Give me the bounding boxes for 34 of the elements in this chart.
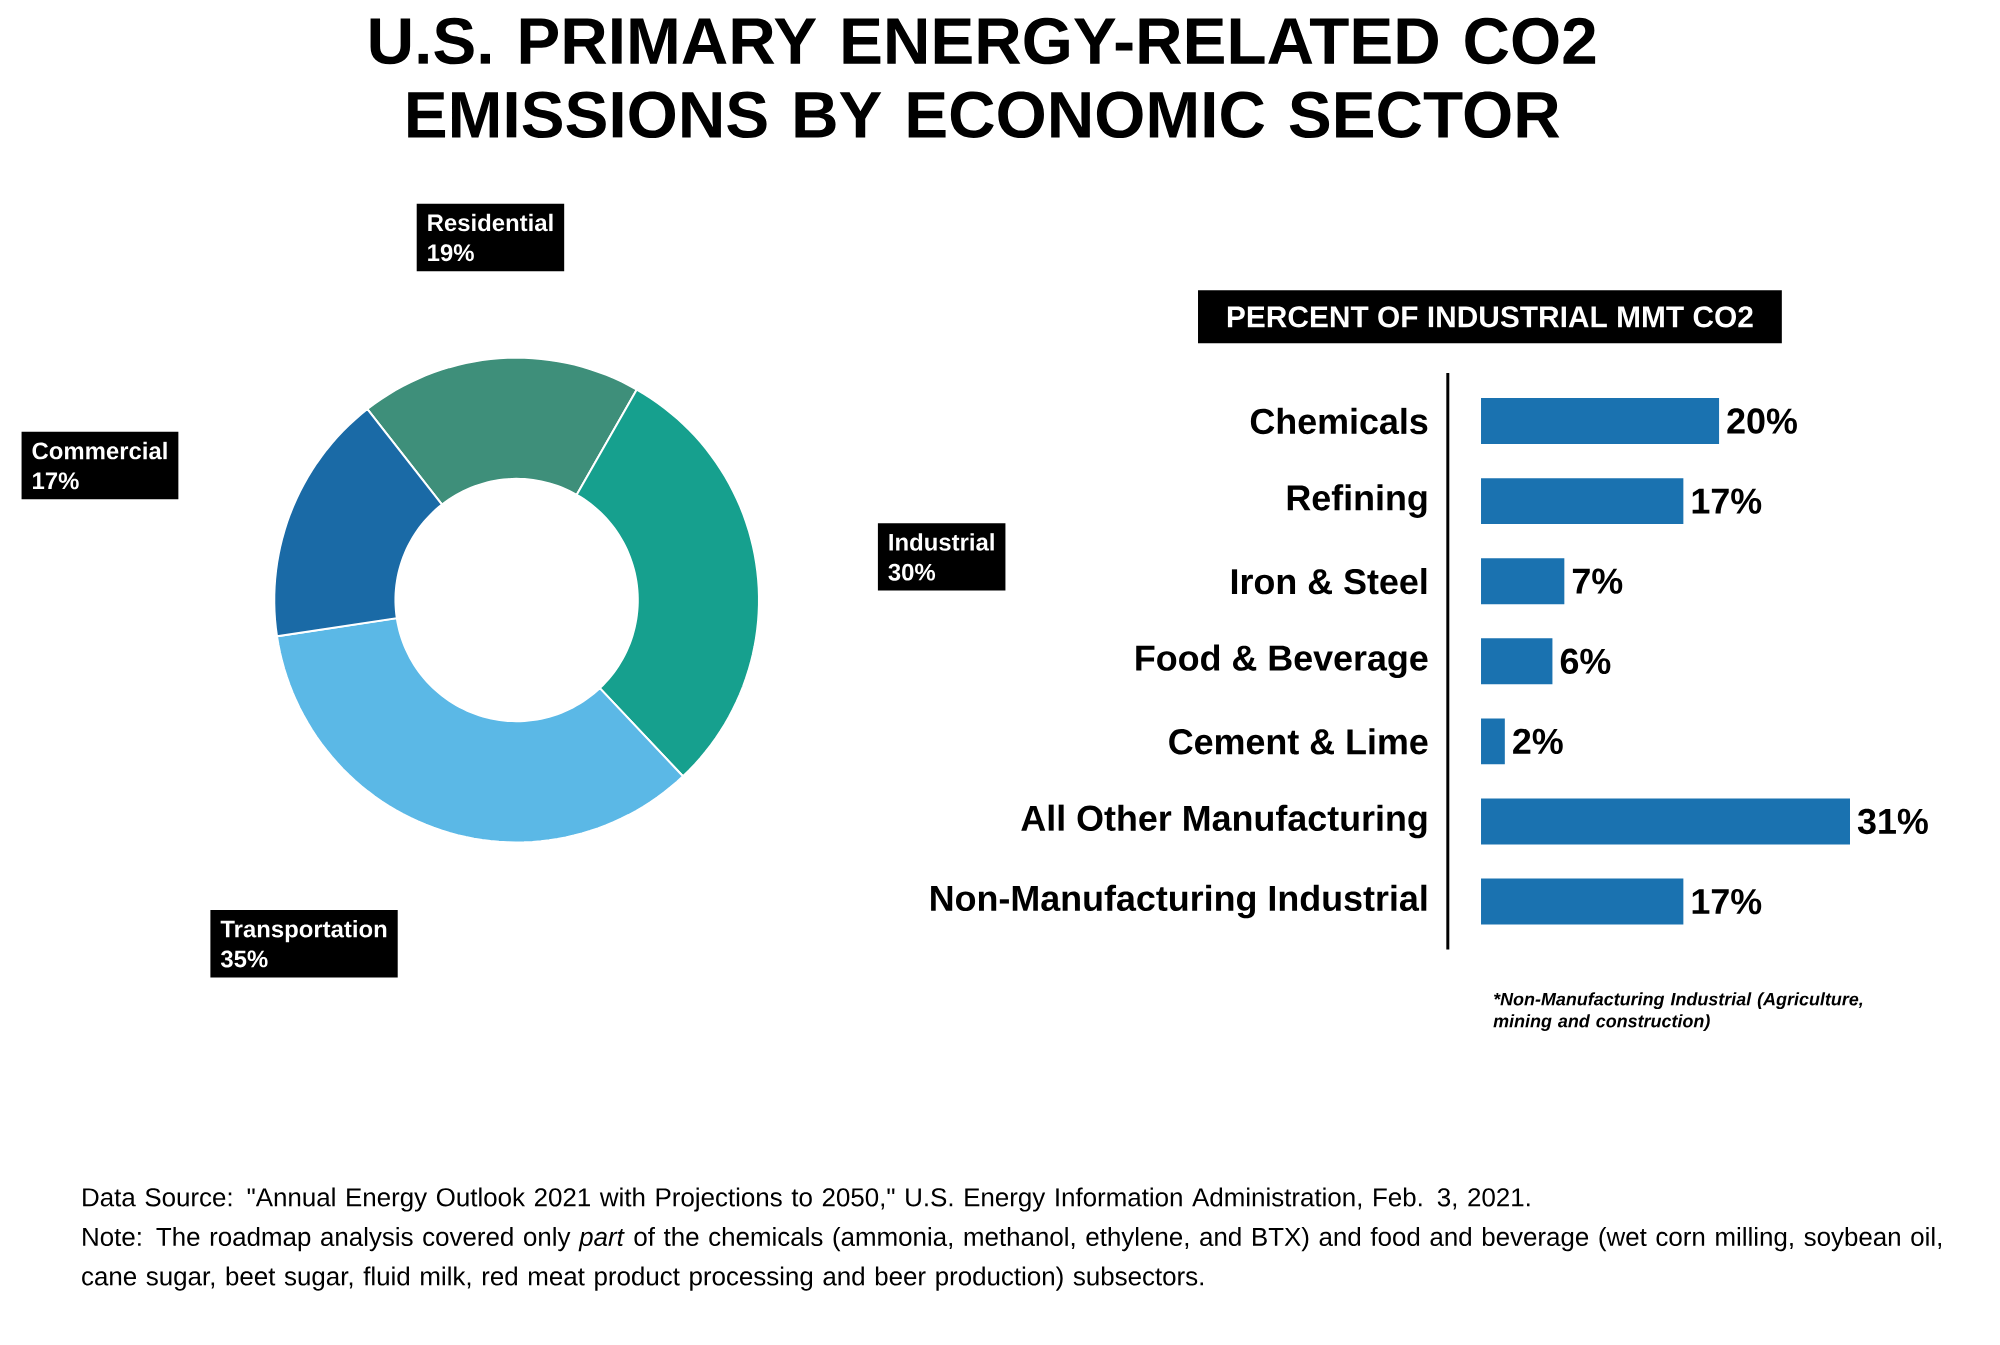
data-label: 17% xyxy=(1692,888,1762,915)
bar xyxy=(1481,558,1565,605)
bar xyxy=(1481,398,1720,444)
data-label: 35% xyxy=(220,950,268,968)
source-note: Data Source: "Annual Energy Outlook 2021 with Projections to 2050," U.S. Energy Information Administration, Feb. 3, 2021. xyxy=(83,1187,1530,1212)
slice-label: Industrial xyxy=(889,533,994,551)
slice-label: Residential xyxy=(428,213,553,232)
y-tick-label: All Other Manufacturing xyxy=(1021,804,1427,839)
y-tick-label: Food & Beverage xyxy=(1136,644,1428,679)
data-label: 20% xyxy=(1727,408,1797,434)
data-label: 17% xyxy=(33,472,79,490)
data-label: 19% xyxy=(428,244,474,262)
data-label: 2% xyxy=(1513,728,1563,755)
slice-label: Commercial xyxy=(32,441,167,460)
y-tick-label: Non-Manufacturing Industrial xyxy=(931,884,1427,919)
data-label: 17% xyxy=(1692,488,1762,514)
bar xyxy=(1481,878,1684,925)
bar xyxy=(1481,798,1850,845)
bar xyxy=(1481,478,1684,525)
chart-title: PERCENT OF INDUSTRIAL MMT CO2 xyxy=(1227,306,1753,328)
data-label: 31% xyxy=(1857,808,1928,835)
y-tick-label: Refining xyxy=(1287,484,1427,518)
y-tick-label: Chemicals xyxy=(1250,407,1428,435)
y-tick-label: Cement & Lime xyxy=(1169,728,1428,755)
y-tick-label: Iron & Steel xyxy=(1231,568,1427,595)
bar xyxy=(1481,718,1505,765)
text: *Non-Manufacturing Industrial (Agriculture, mining and construction) xyxy=(1493,992,1863,1031)
data-label: 6% xyxy=(1560,648,1611,674)
bar xyxy=(1481,638,1553,685)
data-label: 30% xyxy=(888,563,936,581)
slice-label: Transportation xyxy=(220,919,387,943)
data-label: 7% xyxy=(1572,568,1623,594)
chart-title: U.S. PRIMARY ENERGY-RELATED CO2 EMISSIONS BY ECONOMIC SECTOR xyxy=(370,17,1596,139)
text: Note: The roadmap analysis covered only part of the chemicals (ammonia, methanol, ethylene, and BTX) and food and beverage (wet corn milling, soybean oil, cane sugar, beet sugar, fluid milk, red meat product processing and beer production) subsectors. xyxy=(82,1227,1941,1291)
